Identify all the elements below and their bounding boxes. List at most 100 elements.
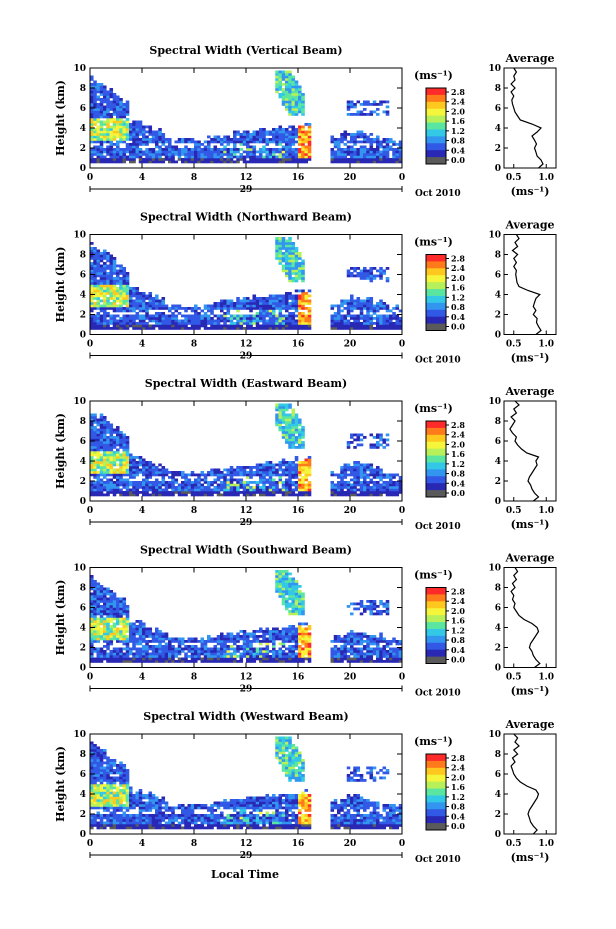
heatmap-cell [291,426,296,429]
heatmap-cell [395,488,400,492]
heatmap-cell [213,652,218,656]
heatmap-cell [93,473,97,477]
heatmap-cell [389,138,393,141]
heatmap-cell [116,155,120,159]
heatmap-cell [90,75,94,79]
heatmap-cell [346,483,351,487]
heatmap-cell [119,468,123,472]
y-tick-label: 2 [80,144,86,154]
heatmap-cell [268,322,273,325]
heatmap-cell [96,441,101,444]
heatmap-cell [96,585,101,588]
heatmap-cell [288,426,292,429]
heatmap-cell [138,486,143,489]
heatmap-cell [304,158,309,161]
heatmap-cell [213,488,218,492]
heatmap-cell [96,120,101,124]
heatmap-cell [103,249,107,253]
heatmap-cell [190,155,195,159]
heatmap-cell [343,302,348,305]
heatmap-cell [96,264,101,268]
heatmap-cell [265,324,270,328]
heatmap-cell [112,103,117,106]
heatmap-cell [90,324,94,328]
heatmap-cell [249,652,253,656]
heatmap-cell [252,317,257,320]
heatmap-cell [398,160,403,164]
heatmap-cell [122,272,127,275]
heatmap-cell [145,647,149,651]
heatmap-cell [307,463,312,467]
heatmap-cell [210,660,214,663]
heatmap-cell [278,254,283,258]
heatmap-cell [99,448,104,452]
heatmap-cell [151,314,156,318]
heatmap-cell [288,433,292,437]
heatmap-cell [90,105,94,109]
heatmap-cell [268,473,273,477]
heatmap-cell [119,269,123,273]
heatmap-cell [161,302,166,305]
heatmap-cell [135,652,140,656]
heatmap-cell [203,657,208,661]
heatmap-cell [96,272,101,275]
heatmap-cell [249,158,253,161]
heatmap-cell [353,148,357,151]
heatmap-cell [272,491,276,494]
heatmap-cell [93,247,97,250]
heatmap-cell [278,466,283,469]
heatmap-cell [268,466,273,469]
heatmap-cell [376,158,380,161]
heatmap-cell [363,269,367,273]
heatmap-cell [119,436,123,439]
heatmap-cell [392,488,396,492]
heatmap-cell [350,488,354,492]
heatmap-cell [265,160,270,164]
heatmap-cell [389,140,393,144]
heatmap-cell [145,486,149,489]
heatmap-cell [129,292,133,295]
heatmap-cell [366,135,370,139]
heatmap-cell [135,632,140,636]
heatmap-cell [272,307,276,310]
heatmap-cell [379,307,383,310]
heatmap-cell [116,130,120,134]
x-tick-label: 8 [191,340,197,350]
heatmap-cell [93,100,97,104]
heatmap-cell [275,83,279,86]
heatmap-cell [255,640,260,643]
heatmap-cell [343,158,348,161]
heatmap-cell [275,463,279,467]
heatmap-cell [103,428,107,432]
heatmap-cell [272,660,276,663]
heatmap-cell [213,481,218,484]
heatmap-cell [350,322,354,325]
heatmap-cell [356,297,361,300]
heatmap-cell [395,153,400,156]
heatmap-cell [298,312,302,315]
heatmap-cell [359,269,364,273]
heatmap-cell [148,314,153,318]
heatmap-cell [90,652,94,656]
heatmap-cell [372,277,377,280]
heatmap-cell [233,493,237,497]
heatmap-cell [119,123,123,126]
heatmap-cell [90,254,94,258]
heatmap-cell [252,140,257,144]
heatmap-cell [164,635,169,638]
heatmap-cell [301,292,305,295]
heatmap-cell [288,130,292,134]
heatmap-cell [161,153,166,156]
heatmap-cell [350,473,354,477]
heatmap-cell [116,660,120,663]
heatmap-cell [304,461,309,464]
heatmap-cell [132,642,136,646]
heatmap-cell [223,647,227,651]
heatmap-cell [151,327,156,330]
heatmap-cell [239,307,244,310]
heatmap-cell [304,292,309,295]
heatmap-cell [265,652,270,656]
heatmap-cell [99,272,104,275]
heatmap-cell [116,476,120,479]
heatmap-cell [99,289,104,293]
